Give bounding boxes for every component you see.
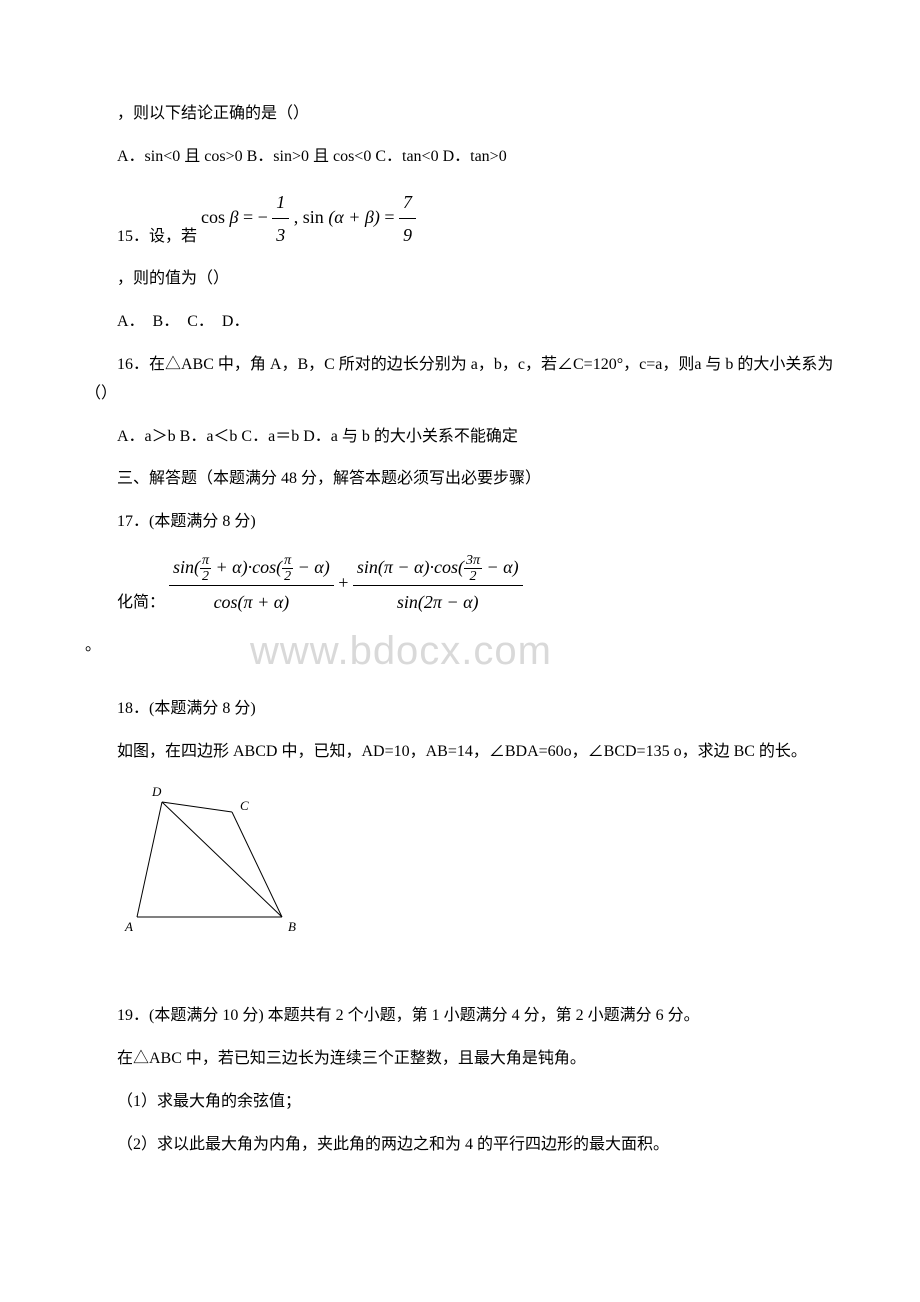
q18-body: 如图，在四边形 ABCD 中，已知，AD=10，AB=14，∠BDA=60o，∠…: [85, 738, 835, 767]
q17-formula-row: 化简： sin(π2 + α)·cos(π2 − α) cos(π + α) +…: [85, 551, 835, 618]
q19-body: 在△ABC 中，若已知三边长为连续三个正整数，且最大角是钝角。: [85, 1045, 835, 1074]
frac-7-9: 7 9: [399, 186, 416, 252]
num1: 1: [272, 186, 289, 219]
t1-den: cos(π + α): [210, 586, 294, 618]
t2-den: sin(2π − α): [393, 586, 483, 618]
beta: β: [230, 207, 239, 227]
document-content: ，则以下结论正确的是（） A．sin<0 且 cos>0 B．sin>0 且 c…: [85, 100, 835, 1159]
q16-body: 16．在△ABC 中，角 A，B，C 所对的边长分别为 a，b，c，若∠C=12…: [85, 351, 835, 409]
q14-tail: ，则以下结论正确的是（）: [85, 100, 835, 129]
q17-prefix: 化简：: [85, 589, 165, 618]
q15-formula-row: 15．设，若 cos β = − 1 3 , sin (α + β) = 7 9: [85, 186, 835, 252]
eq1: = −: [243, 207, 268, 227]
q17-head: 17．(本题满分 8 分): [85, 508, 835, 537]
cos-text: cos: [201, 207, 225, 227]
q16-options: A．a＞b B．a＜b C．a＝b D．a 与 b 的大小关系不能确定: [85, 423, 835, 452]
plus: +: [338, 573, 353, 593]
sin-text: , sin: [294, 207, 324, 227]
q17-dot: 。: [85, 632, 835, 661]
q19-p1: （1）求最大角的余弦值；: [85, 1088, 835, 1117]
q14-options: A．sin<0 且 cos>0 B．sin>0 且 cos<0 C．tan<0 …: [85, 143, 835, 172]
q19-p2: （2）求以此最大角为内角，夹此角的两边之和为 4 的平行四边形的最大面积。: [85, 1131, 835, 1160]
svg-text:D: D: [151, 787, 162, 799]
t2-num: sin(π − α)·cos(3π2 − α): [353, 551, 523, 586]
t1-num: sin(π2 + α)·cos(π2 − α): [169, 551, 334, 586]
q15-formula: cos β = − 1 3 , sin (α + β) = 7 9: [201, 186, 416, 252]
q15-prefix: 15．设，若: [85, 223, 197, 252]
q18-figure: A B C D: [117, 787, 835, 953]
den1: 3: [272, 219, 289, 251]
svg-text:C: C: [240, 798, 249, 813]
q15-options: A． B． C． D．: [85, 308, 835, 337]
eq2: =: [384, 207, 399, 227]
q19-head: 19．(本题满分 10 分) 本题共有 2 个小题，第 1 小题满分 4 分，第…: [85, 1002, 835, 1031]
q17-formula: sin(π2 + α)·cos(π2 − α) cos(π + α) + sin…: [169, 551, 523, 618]
num2: 7: [399, 186, 416, 219]
alpha-beta: (α + β): [328, 207, 380, 227]
q17-term1: sin(π2 + α)·cos(π2 − α) cos(π + α): [169, 551, 334, 618]
quadrilateral-svg: A B C D: [117, 787, 317, 942]
svg-text:A: A: [124, 919, 133, 934]
den2: 9: [399, 219, 416, 251]
q18-head: 18．(本题满分 8 分): [85, 695, 835, 724]
frac-1-3: 1 3: [272, 186, 289, 252]
svg-text:B: B: [288, 919, 296, 934]
section3-header: 三、解答题（本题满分 48 分，解答本题必须写出必要步骤）: [85, 465, 835, 494]
q17-term2: sin(π − α)·cos(3π2 − α) sin(2π − α): [353, 551, 523, 618]
q15-tail: ，则的值为（）: [85, 265, 835, 294]
